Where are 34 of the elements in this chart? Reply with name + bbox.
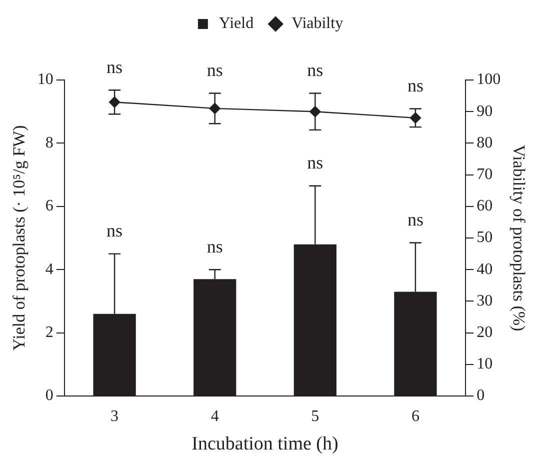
y-tick-label: 6	[45, 198, 54, 215]
x-tick-label: 3	[110, 408, 119, 425]
y2-tick-label: 10	[476, 356, 493, 373]
y-tick-label: 4	[45, 260, 54, 278]
annotation: ns	[106, 220, 123, 241]
x-tick-label: 5	[311, 408, 320, 425]
annotation: ns	[307, 152, 324, 173]
annotation: ns	[206, 236, 223, 256]
y2-tick-label: 100	[476, 71, 501, 88]
y2-tick-label: 70	[476, 166, 493, 184]
legend-label: Yield	[218, 15, 254, 32]
y2-tick-label: 20	[476, 324, 493, 342]
y2-axis-title: Viability of protoplasts (%)	[509, 144, 528, 332]
y-axis-title: Yield of protoplasts (· 10⁵/g FW)	[10, 125, 29, 351]
y2-tick-label: 50	[476, 229, 493, 246]
annotation: ns	[307, 60, 324, 80]
y2-tick-label: 0	[476, 387, 485, 404]
x-tick-label: 4	[210, 408, 219, 425]
y-tick-label: 2	[45, 324, 54, 342]
annotation: ns	[407, 209, 424, 230]
text: ns	[106, 56, 123, 77]
y-tick-label: 0	[45, 387, 54, 404]
y2-tick-label: 90	[476, 102, 493, 120]
y2-tick-label: 80	[476, 134, 493, 152]
annotation: ns	[407, 75, 424, 96]
y2-tick-label: 60	[476, 198, 493, 215]
y-tick-label: 8	[45, 134, 54, 152]
legend-label: Viabilty	[292, 15, 344, 32]
x-axis-title: Incubation time (h)	[192, 434, 338, 455]
y2-tick-label: 30	[476, 292, 493, 310]
x-tick-label: 6	[411, 408, 420, 425]
annotation: ns	[206, 60, 223, 80]
y-tick-label: 10	[37, 71, 54, 88]
y2-tick-label: 40	[476, 260, 493, 278]
